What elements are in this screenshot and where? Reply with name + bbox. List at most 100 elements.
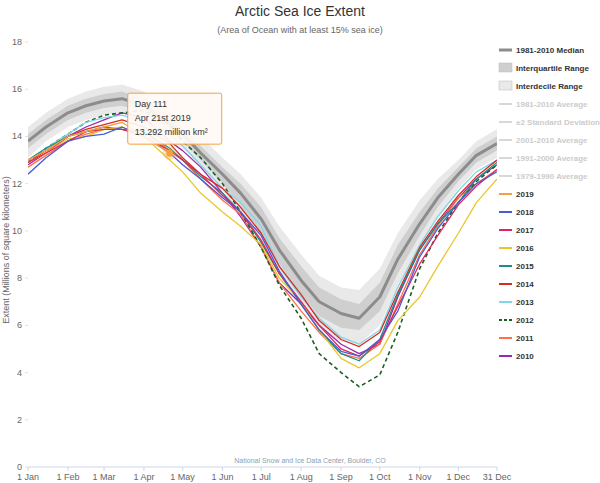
legend-item[interactable]: 1979-1990 Average (499, 172, 588, 181)
x-tick-label: 31 Dec (483, 472, 512, 482)
legend-swatch (499, 229, 512, 231)
series-line (28, 127, 497, 361)
x-tick (143, 467, 144, 471)
legend-item[interactable]: ±2 Standard Deviation (499, 118, 600, 127)
x-tick (497, 467, 498, 471)
legend-swatch-inactive (499, 175, 512, 177)
legend-swatch-inactive (499, 139, 512, 141)
y-tick (25, 278, 28, 279)
legend-swatch (499, 211, 512, 213)
legend-label: Interdecile Range (516, 82, 583, 91)
y-tick (25, 42, 28, 43)
legend-label: 2013 (516, 298, 534, 307)
series-line (28, 113, 497, 354)
legend-swatch (499, 301, 512, 303)
legend-item[interactable]: Interdecile Range (499, 81, 583, 91)
x-tick-label: 1 Aug (290, 472, 313, 482)
legend-label-inactive: 1981-2010 Average (516, 100, 588, 109)
tooltip-text: Apr 21st 2019 (135, 113, 191, 123)
legend-label-inactive: 2001-2010 Average (516, 136, 588, 145)
legend-swatch (499, 319, 512, 321)
legend-label-inactive: 1979-1990 Average (516, 172, 588, 181)
legend-item[interactable]: 2011 (499, 334, 534, 343)
legend-item[interactable]: 2013 (499, 298, 534, 307)
legend-swatch (499, 355, 512, 357)
x-tick-label: 1 Oct (369, 472, 391, 482)
legend-item[interactable]: 2001-2010 Average (499, 136, 588, 145)
x-tick (182, 467, 183, 471)
x-tick (458, 467, 459, 471)
x-tick-label: 1 Nov (408, 472, 432, 482)
y-tick (25, 325, 28, 326)
legend-item[interactable]: 2017 (499, 226, 534, 235)
legend-label: 2014 (516, 280, 534, 289)
legend-label-inactive: 1991-2000 Average (516, 154, 588, 163)
legend-swatch (499, 63, 512, 72)
legend-label: 2018 (516, 208, 534, 217)
hover-marker (166, 150, 173, 157)
y-tick-label: 16 (12, 84, 22, 94)
x-tick (104, 467, 105, 471)
x-tick-label: 1 Jul (252, 472, 271, 482)
legend-item[interactable]: 1981-2010 Median (499, 46, 584, 55)
y-tick-label: 10 (12, 226, 22, 236)
series-line (28, 127, 497, 368)
legend-item[interactable]: 2015 (499, 262, 534, 271)
legend-swatch-inactive (499, 121, 512, 123)
x-tick-label: 1 Jan (17, 472, 39, 482)
x-tick-label: 1 Apr (133, 472, 154, 482)
legend-label: 2017 (516, 226, 534, 235)
subtitle: (Area of Ocean with at least 15% sea ice… (217, 25, 383, 35)
series-line (28, 129, 497, 358)
hover-halo (163, 146, 177, 160)
series-line (28, 120, 497, 347)
legend-swatch (499, 265, 512, 267)
legend-label: 2010 (516, 352, 534, 361)
legend-swatch (499, 49, 512, 52)
legend-item[interactable]: 2019 (499, 190, 534, 199)
x-tick-label: 1 Feb (56, 472, 79, 482)
legend-item[interactable]: 1991-2000 Average (499, 154, 588, 163)
x-tick (419, 467, 420, 471)
range-area (28, 85, 497, 345)
x-tick-label: 1 Dec (447, 472, 471, 482)
legend-swatch (499, 247, 512, 249)
y-tick (25, 89, 28, 90)
x-tick (341, 467, 342, 471)
y-tick (25, 372, 28, 373)
legend-label: 2011 (516, 334, 534, 343)
chart: Arctic Sea Ice Extent (Area of Ocean with… (0, 0, 600, 483)
legend-item[interactable]: 2016 (499, 244, 534, 253)
x-tick (67, 467, 68, 471)
y-tick-label: 6 (17, 320, 22, 330)
legend-label: Interquartile Range (516, 64, 589, 73)
y-tick-label: 18 (12, 37, 22, 47)
legend-item[interactable]: 2018 (499, 208, 534, 217)
legend-item[interactable]: 2010 (499, 352, 534, 361)
tooltip-text: Day 111 (135, 99, 167, 109)
legend-label: 2019 (516, 190, 534, 199)
legend-item[interactable]: 2012 (499, 316, 534, 325)
x-tick (222, 467, 223, 471)
y-tick-label: 2 (17, 415, 22, 425)
title: Arctic Sea Ice Extent (235, 3, 365, 19)
legend-swatch (499, 283, 512, 285)
legend-item[interactable]: Interquartile Range (499, 63, 589, 73)
y-tick (25, 136, 28, 137)
y-tick-label: 14 (12, 131, 22, 141)
y-tick-label: 4 (17, 368, 22, 378)
legend-item[interactable]: 2014 (499, 280, 534, 289)
tooltip-text: 13.292 million km² (135, 127, 208, 137)
legend-label: 2016 (516, 244, 534, 253)
x-tick-label: 1 Sep (329, 472, 353, 482)
legend-item[interactable]: 1981-2010 Average (499, 100, 588, 109)
x-tick (301, 467, 302, 471)
x-axis-line (28, 467, 497, 468)
series-line (28, 129, 497, 356)
series-line (28, 110, 497, 386)
series-line (28, 115, 497, 344)
y-tick-label: 0 (17, 462, 22, 472)
y-tick (25, 183, 28, 184)
legend-label: 2012 (516, 316, 534, 325)
series-line (28, 127, 497, 356)
